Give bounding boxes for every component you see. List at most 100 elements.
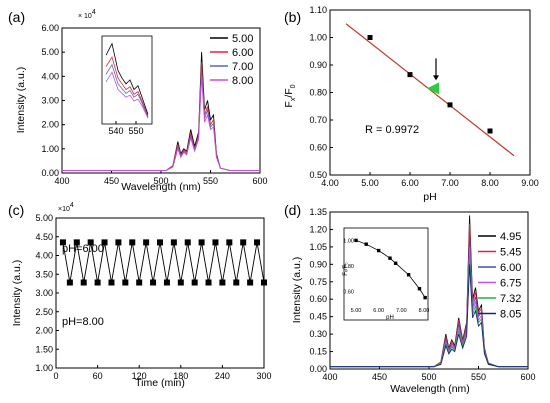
panel-b-xlabel: pH — [423, 191, 436, 203]
panel-b: (b) 0.50 0.60 0.70 0.80 0.90 1.00 1.10 4.00 5.0… — [283, 5, 539, 203]
panel-c-xtick-label: 180 — [173, 371, 188, 381]
panel-c-point — [163, 279, 170, 286]
panel-b-ytick-label: 0.80 — [309, 88, 327, 98]
panel-b-data — [345, 23, 515, 157]
panel-d-xtick-label: 500 — [421, 372, 436, 382]
panel-a-yticks: 0.00 1.00 2.00 3.00 4.00 5.00 6.00 — [41, 23, 65, 178]
panel-c-point — [59, 239, 66, 246]
panel-b-xtick-label: 5.00 — [361, 178, 379, 188]
panel-c-point — [157, 239, 163, 246]
panel-d-legend-label-8.05: 8.05 — [500, 309, 521, 321]
panel-a-ytick-label: 5.00 — [41, 47, 59, 57]
panel-d-inset-ytick-label: 0.80 — [343, 264, 354, 270]
panel-c-point — [198, 239, 205, 246]
panel-b-point — [367, 35, 373, 40]
panel-b-yticks: 0.50 0.60 0.70 0.80 0.90 1.00 1.10 — [309, 5, 333, 180]
panel-c-xtick-label: 300 — [256, 371, 271, 381]
panel-c-high-label: pH=6.00 — [62, 243, 104, 255]
panel-d-legend-label-5.45: 5.45 — [500, 247, 521, 259]
panel-a-ytick-label: 6.00 — [41, 23, 59, 33]
panel-a-legend-label-6.00: 6.00 — [232, 47, 253, 59]
panel-d-ytick-label: 0.15 — [309, 347, 327, 357]
panel-d-ytick-label: 0.90 — [309, 259, 327, 269]
panel-a-legend-label-7.00: 7.00 — [232, 61, 253, 73]
panel-d-xticks: 400 450 500 550 600 — [322, 366, 536, 382]
panel-d-xtick-label: 550 — [471, 372, 486, 382]
panel-b-arrow-head — [433, 75, 439, 81]
panel-d-inset-ytick-label: 0.60 — [343, 289, 354, 295]
panel-b-point — [447, 102, 453, 108]
panel-d-series-line-8.05 — [330, 264, 528, 368]
panel-b-xtick-label: 4.00 — [321, 178, 339, 188]
panel-c-point — [94, 279, 101, 286]
panel-d-inset-frame — [343, 227, 429, 321]
panel-c-xtick-label: 120 — [132, 371, 147, 381]
panel-b-ytick-label: 1.00 — [309, 33, 327, 43]
panel-d-inset-xtick-label: 7.00 — [396, 308, 407, 314]
panel-d-legend-label-6.00: 6.00 — [500, 262, 521, 274]
panel-d-inset-point — [423, 295, 427, 300]
panel-d-inset-ytick-label: 1.00 — [343, 238, 354, 244]
panel-d-ytick-label: 0.75 — [309, 277, 327, 287]
panel-a-inset-line-7.00 — [105, 63, 149, 118]
panel-d-series — [330, 215, 528, 368]
panel-d-xtick-label: 600 — [520, 372, 535, 382]
panel-b-point — [487, 128, 493, 134]
panel-b-ylabel: Fx/F0 — [283, 84, 297, 107]
panel-c-point — [240, 239, 247, 246]
panel-c-point — [191, 279, 198, 286]
panel-a: (a) × 104 0.00 1.00 2.00 3.00 4.00 5.00 6.00 4… — [8, 9, 268, 193]
panel-b-ytick-label: 0.70 — [309, 115, 327, 125]
panel-c-point — [80, 279, 87, 286]
panel-a-inset-xtick-label: 540 — [108, 126, 123, 136]
panel-a-legend-label-5.00: 5.00 — [232, 33, 253, 45]
panel-d-ytick-label: 0.00 — [309, 364, 327, 374]
panel-a-xtick-label: 550 — [203, 176, 218, 186]
panel-b-point — [407, 72, 413, 78]
panel-c: (c) ×104 1.00 1.50 2.00 2.50 3.00 3.50 4.00 4.5… — [8, 202, 272, 389]
panel-a-xtick-label: 500 — [153, 176, 168, 186]
panel-d-inset-point — [417, 287, 422, 291]
panel-b-ytick-label: 1.10 — [309, 5, 327, 15]
panel-b-xtick-label: 7.00 — [441, 178, 459, 188]
panel-c-point — [205, 279, 212, 286]
panel-b-xticks: 4.00 5.00 6.00 7.00 8.00 9.00 — [321, 172, 539, 188]
panel-a-ytick-label: 3.00 — [41, 96, 59, 106]
panel-c-zigzag-line — [62, 242, 265, 283]
panel-b-xtick-label: 9.00 — [521, 178, 539, 188]
panel-c-point — [261, 279, 267, 286]
panel-a-inset-xtick-label: 550 — [128, 126, 143, 136]
panel-c-point — [143, 239, 150, 246]
panel-c-point — [184, 239, 191, 246]
panel-a-inset-line-8.00 — [105, 71, 149, 119]
panel-c-point — [66, 279, 73, 286]
panel-c-ytick-label: 3.50 — [35, 269, 53, 279]
panel-c-low-label: pH=8.00 — [62, 316, 104, 328]
panel-c-point — [254, 239, 261, 246]
panel-c-data — [59, 239, 267, 286]
panel-a-frame — [61, 27, 261, 174]
panel-a-series — [62, 52, 260, 172]
panel-c-point — [150, 279, 157, 286]
panel-d-ytick-label: 1.35 — [309, 207, 327, 217]
panel-c-point — [122, 279, 129, 286]
panel-a-inset-line-5.00 — [105, 42, 149, 115]
panel-a-legend-label-8.00: 8.00 — [232, 75, 253, 87]
panel-d-inset-point — [388, 256, 392, 260]
panel-a-ylabel: Intensity (a.u.) — [15, 67, 27, 134]
panel-c-ytick-label: 4.00 — [35, 251, 53, 261]
panel-b-annotation: R = 0.9972 — [365, 124, 419, 136]
panel-d-inset-ylabel: Fₓ/F₀ — [343, 262, 349, 276]
panel-d-xtick-label: 450 — [372, 372, 387, 382]
panel-c-point — [233, 279, 240, 286]
panel-d-inset-point — [376, 248, 381, 253]
panel-d-ytick-label: 1.20 — [309, 224, 327, 234]
panel-d-inset-point — [364, 242, 368, 246]
panel-a-inset: 540 550 — [105, 42, 149, 136]
panel-d-ytick-label: 0.60 — [309, 294, 327, 304]
panel-d-yticks: 0.00 0.15 0.30 0.45 0.60 0.75 0.90 1.05 1.20 1.35 — [309, 207, 333, 374]
panel-c-xtick-label: 0 — [53, 371, 58, 381]
panel-d-xlabel: Wavelength (nm) — [390, 383, 470, 395]
panel-d-inset-point — [393, 261, 398, 265]
